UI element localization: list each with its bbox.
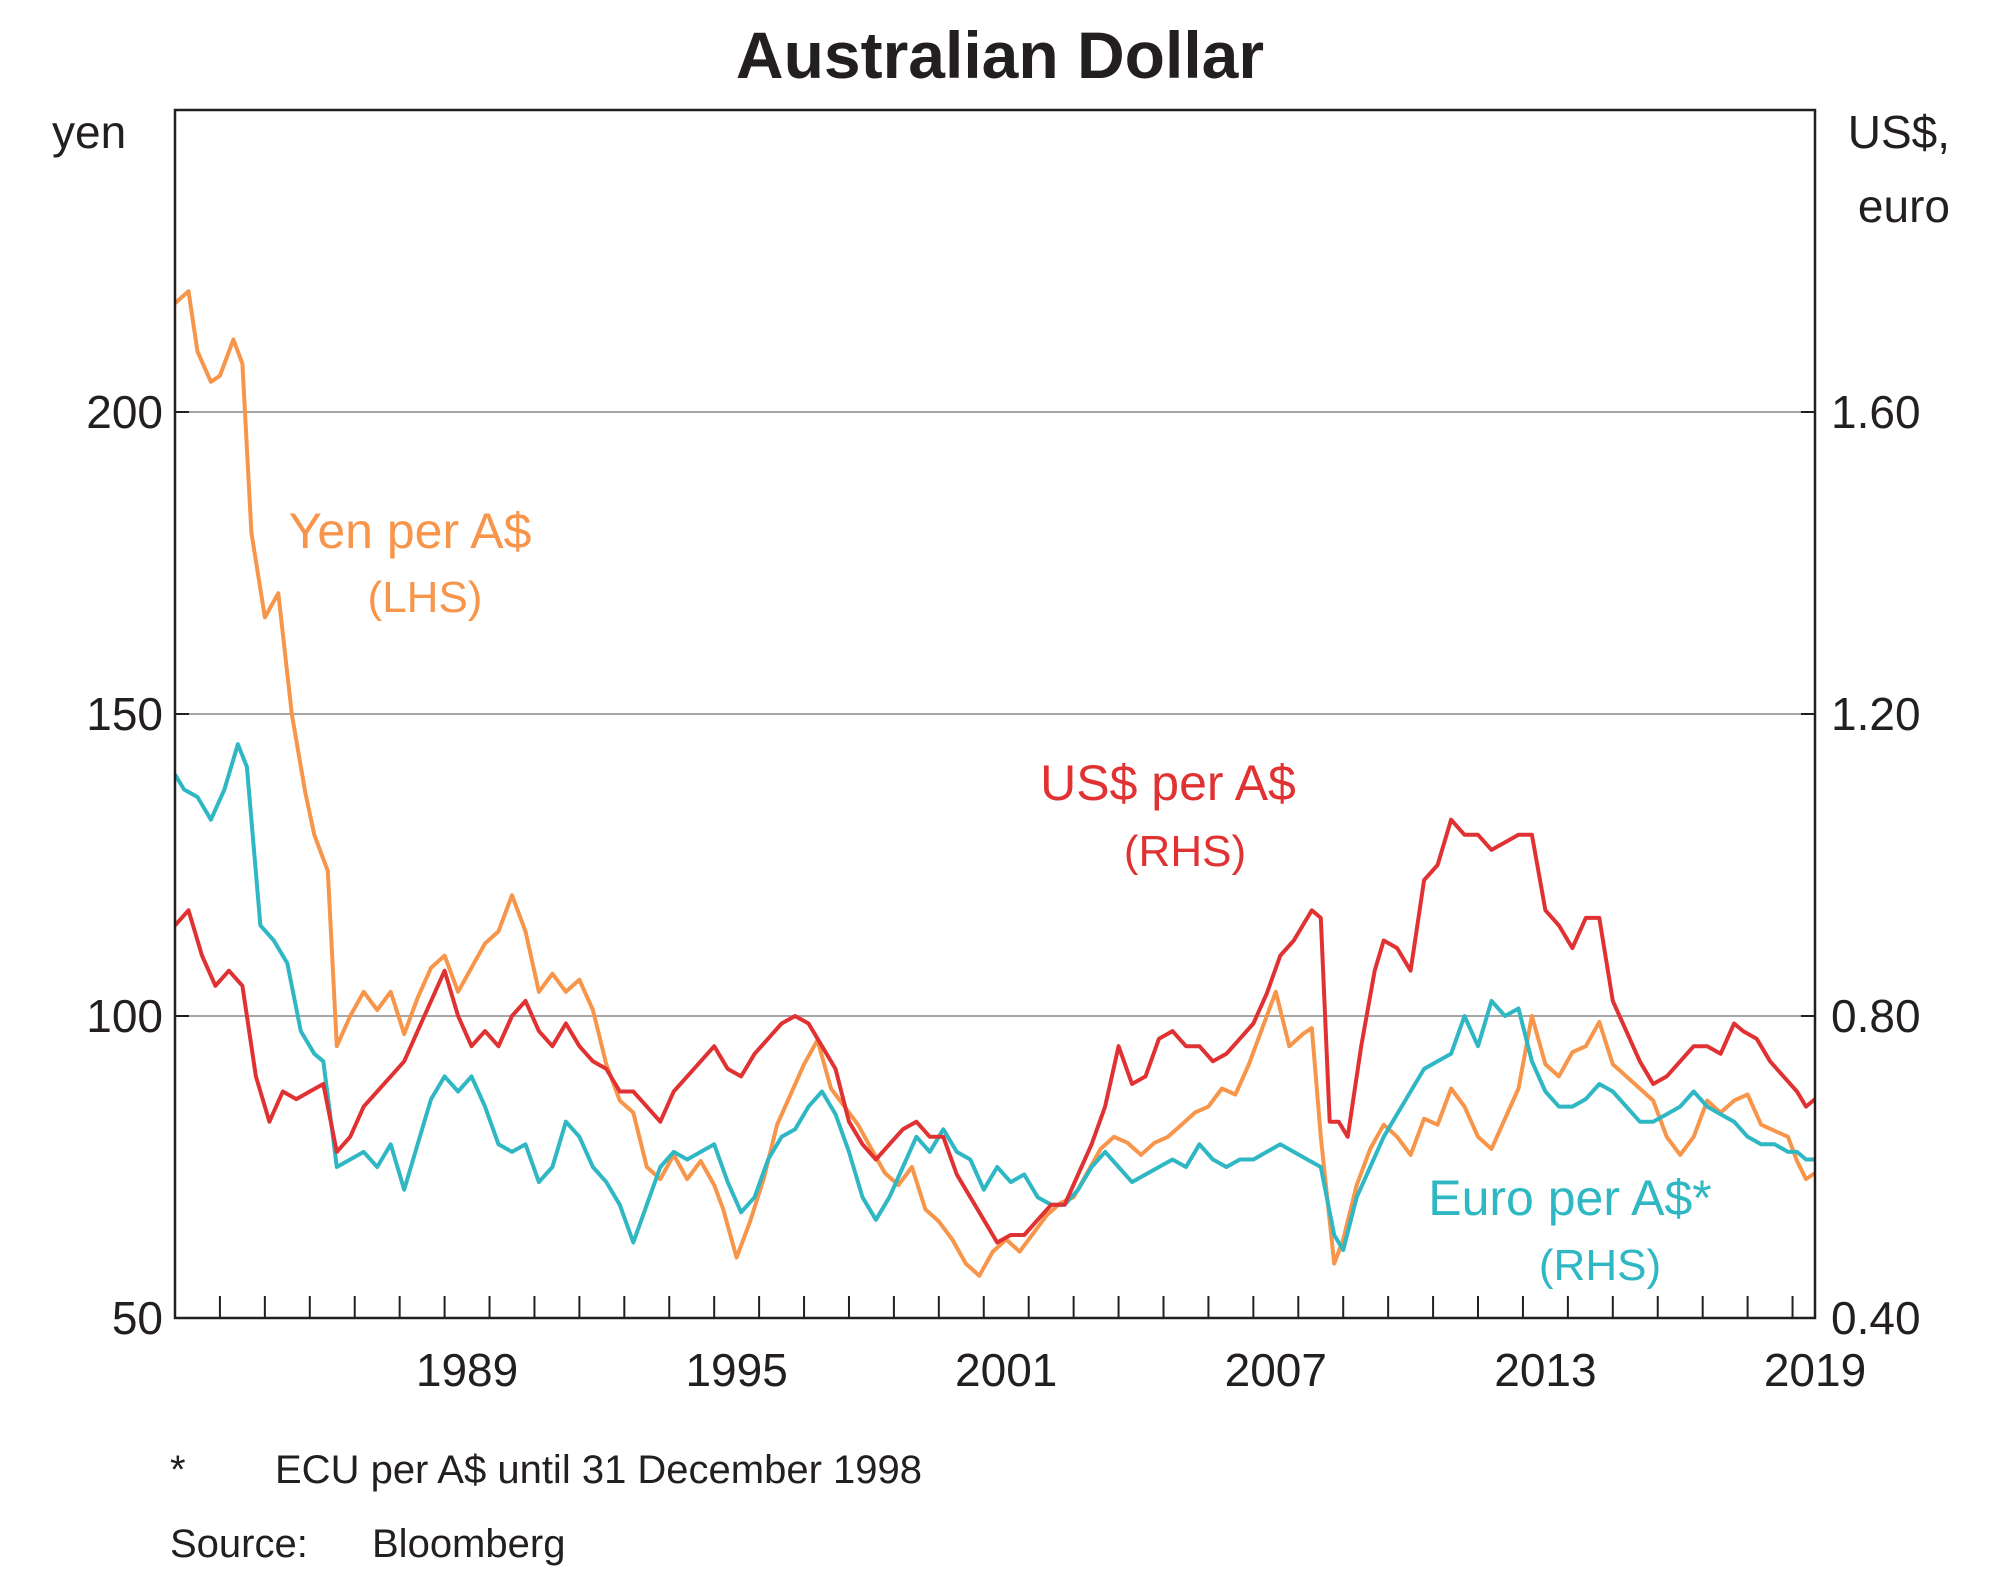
x-tick-label: 2019 [1764,1344,1866,1396]
right-axis-unit-line2: euro [1858,180,1950,232]
series-line-usd [173,817,1817,1245]
x-tick-label: 2013 [1494,1344,1596,1396]
right-tick-label: 0.40 [1831,1292,1921,1344]
left-tick-label: 50 [112,1292,163,1344]
left-tick-label: 150 [86,688,163,740]
right-tick-label: 1.60 [1831,386,1921,438]
yen-series-label: Yen per A$ [289,503,532,559]
source-value: Bloomberg [372,1522,566,1566]
right-tick-label: 1.20 [1831,688,1921,740]
left-axis-unit: yen [52,106,126,158]
x-tick-label: 1989 [416,1344,518,1396]
right-axis-ticks: 0.40 0.80 1.20 1.60 [1801,386,1921,1344]
x-tick-label: 1995 [685,1344,787,1396]
euro-series-side: (RHS) [1539,1241,1661,1290]
series-line-euro [173,742,1815,1252]
series-line-yen [173,289,1817,1278]
source-label: Source: [170,1522,308,1566]
usd-series-side: (RHS) [1124,827,1246,876]
x-tick-label: 2001 [955,1344,1057,1396]
plot-frame [173,108,1817,1320]
right-axis-unit-line1: US$, [1848,106,1950,158]
euro-series-label: Euro per A$* [1428,1170,1712,1226]
left-axis-ticks: 50 100 150 200 [86,386,189,1344]
x-axis-ticks: 1989 1995 2001 2007 2013 2019 [174,1296,1866,1396]
left-tick-label: 100 [86,990,163,1042]
yen-series-side: (LHS) [368,573,483,622]
x-tick-label: 2007 [1225,1344,1327,1396]
footnote-text: ECU per A$ until 31 December 1998 [275,1448,923,1492]
chart-title: Australian Dollar [736,18,1264,92]
series-lines [173,289,1817,1278]
usd-series-label: US$ per A$ [1040,755,1296,811]
footnote-marker: * [170,1448,186,1492]
right-tick-label: 0.80 [1831,990,1921,1042]
gridlines [175,411,1815,1017]
left-tick-label: 200 [86,386,163,438]
